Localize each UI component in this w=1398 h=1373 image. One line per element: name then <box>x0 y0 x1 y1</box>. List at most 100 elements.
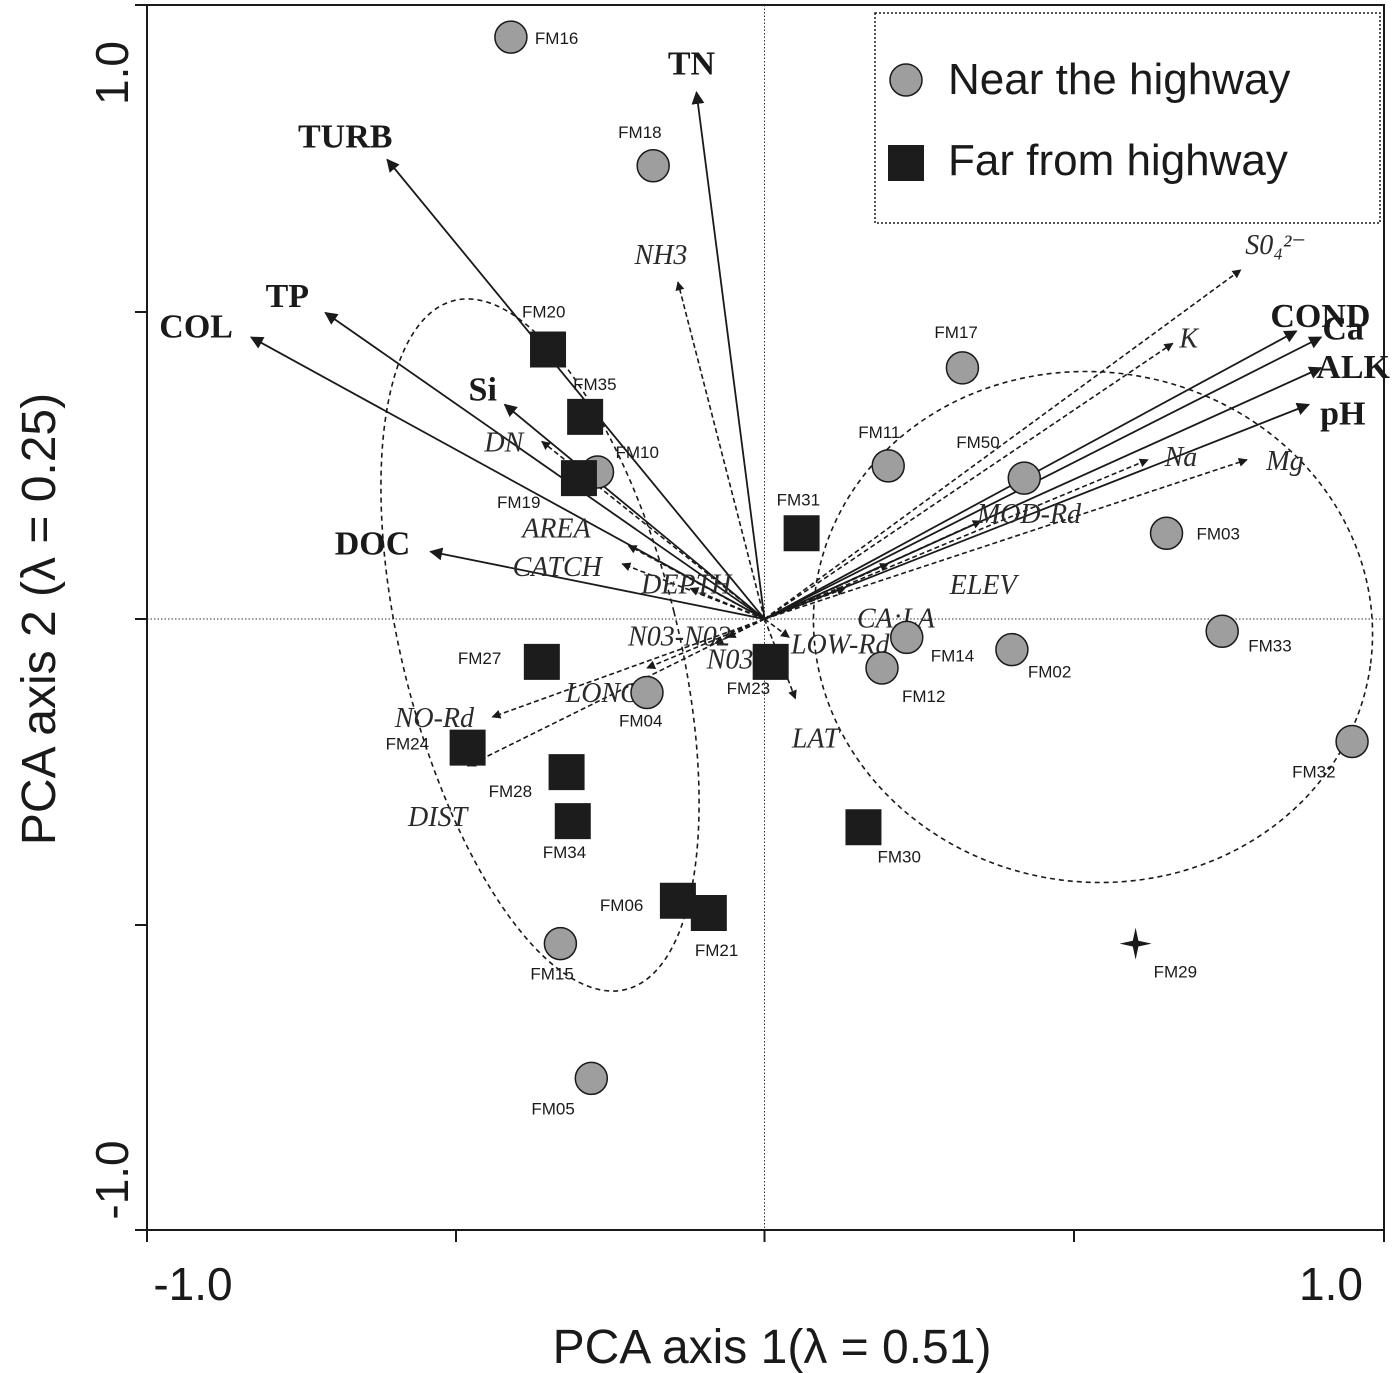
vector-labels: NH3 DN AREA CATCH DEPTH S0₄²⁻ K Na Mg MOD-Rd ELEV C… <box>159 45 1390 833</box>
legend-label-near: Near the highway <box>948 55 1290 104</box>
point-fm02-label: FM02 <box>1028 663 1071 682</box>
point-fm23 <box>752 643 789 680</box>
point-fm17-label: FM17 <box>934 323 977 342</box>
point-fm27 <box>523 643 560 680</box>
vector-doc-arrow <box>429 547 765 620</box>
y-tick-label-min: -1.0 <box>86 1140 138 1219</box>
vector-depth-arrow <box>689 587 765 620</box>
vector-na-arrow <box>764 458 1149 620</box>
vector-long-label: LONG <box>565 678 641 709</box>
vector-col-label: COL <box>159 308 233 345</box>
legend-box <box>874 12 1381 224</box>
point-fm50 <box>1007 461 1042 495</box>
point-fm29 <box>1119 927 1152 960</box>
vector-ph-arrow <box>764 402 1310 620</box>
vector-na-label: Na <box>1164 442 1198 473</box>
vector-tn-label: TN <box>668 45 716 82</box>
vector-cond-label: COND <box>1270 298 1370 335</box>
vector-catch-label: CATCH <box>513 552 604 583</box>
vector-low-rd-arrow <box>764 618 790 639</box>
point-fm32-label: FM32 <box>1292 763 1335 782</box>
vector-n03-n02-label: N03-N02 <box>627 621 731 652</box>
point-fm03-label: FM03 <box>1197 524 1240 543</box>
x-tick-label-max: 1.0 <box>1299 1258 1363 1310</box>
vector-si-arrow <box>503 403 766 620</box>
point-fm28 <box>548 754 585 791</box>
point-fm21-label: FM21 <box>695 941 738 960</box>
vector-n03-label: N03 <box>706 645 754 676</box>
legend-marker-far <box>888 145 924 181</box>
point-fm18 <box>636 149 670 183</box>
point-fm50-label: FM50 <box>956 433 999 452</box>
vector-turb-arrow <box>386 158 766 620</box>
x-axis-title: PCA axis 1(λ = 0.51) <box>553 1321 992 1373</box>
point-fm30-label: FM30 <box>877 847 920 866</box>
vector-s0-label: S0₄²⁻ <box>1245 230 1306 261</box>
point-fm03 <box>1149 516 1184 550</box>
x-axis-ticks <box>146 1230 1385 1242</box>
point-fm06 <box>659 882 696 919</box>
vector-k-arrow <box>764 342 1174 620</box>
legend-label-far: Far from highway <box>948 136 1288 185</box>
point-fm28-label: FM28 <box>489 782 532 801</box>
point-fm15-label: FM15 <box>530 965 573 984</box>
vector-si-label: Si <box>469 372 497 409</box>
point-fm11 <box>871 449 905 483</box>
vector-depth-label: DEPTH <box>640 569 733 600</box>
ellipse-near-group <box>812 370 1374 884</box>
dashed-vectors <box>466 269 1248 767</box>
point-fm04-label: FM04 <box>619 712 662 731</box>
point-fm29-label: FM29 <box>1154 963 1197 982</box>
vector-mod-rd-label: MOD-Rd <box>976 499 1082 530</box>
point-fm19 <box>560 460 597 497</box>
vector-nh3-label: NH3 <box>633 240 687 271</box>
point-fm35-label: FM35 <box>573 375 616 394</box>
vector-dist-label: DIST <box>407 802 470 833</box>
point-fm24-label: FM24 <box>386 735 429 754</box>
vector-ca-arrow <box>764 336 1323 620</box>
vector-mg-label: Mg <box>1265 446 1303 477</box>
point-fm35 <box>567 398 604 435</box>
point-fm17 <box>945 351 980 385</box>
point-fm12-label: FM12 <box>902 687 945 706</box>
point-fm16 <box>494 20 528 54</box>
vector-doc-label: DOC <box>335 526 411 563</box>
vector-elev-label: ELEV <box>949 570 1020 601</box>
vector-ca-label: Ca <box>1322 310 1364 347</box>
point-fm02 <box>995 632 1029 667</box>
vector-tn-arrow <box>691 90 766 620</box>
point-fm20-label: FM20 <box>522 303 565 322</box>
point-fm18-label: FM18 <box>618 123 661 142</box>
vector-no-rd-arrow <box>491 618 765 719</box>
point-fm33-label: FM33 <box>1248 636 1291 655</box>
point-fm31 <box>783 515 820 552</box>
legend: Near the highway Far from highway <box>874 12 1381 224</box>
vector-tp-label: TP <box>266 278 309 315</box>
site-points <box>449 20 1369 1096</box>
point-fm32 <box>1335 724 1369 759</box>
ellipse-far-group <box>380 298 700 992</box>
vector-dist-arrow <box>466 618 765 767</box>
point-fm24 <box>449 729 486 766</box>
vector-col-arrow <box>250 336 765 620</box>
vector-dn-label: DN <box>483 427 524 458</box>
vector-alk-arrow <box>764 366 1323 620</box>
y-tick-label-max: 1.0 <box>86 41 138 105</box>
point-fm31-label: FM31 <box>777 490 820 509</box>
legend-marker-near <box>889 63 923 97</box>
point-fm30 <box>845 809 882 846</box>
point-fm06-label: FM06 <box>600 896 643 915</box>
point-fm12 <box>865 651 899 685</box>
y-axis-ticks <box>135 4 147 1231</box>
vector-area-label: AREA <box>520 514 591 545</box>
point-fm23-label: FM23 <box>727 679 770 698</box>
point-fm05-label: FM05 <box>531 1099 574 1118</box>
vector-lat-label: LAT <box>791 724 842 755</box>
point-fm11-label: FM11 <box>858 423 900 442</box>
point-fm19-label: FM19 <box>497 493 540 512</box>
point-fm05 <box>574 1061 609 1096</box>
vector-s0-arrow <box>764 269 1242 620</box>
point-fm04 <box>630 675 664 710</box>
y-axis-title: PCA axis 2 (λ = 0.25) <box>13 393 66 845</box>
